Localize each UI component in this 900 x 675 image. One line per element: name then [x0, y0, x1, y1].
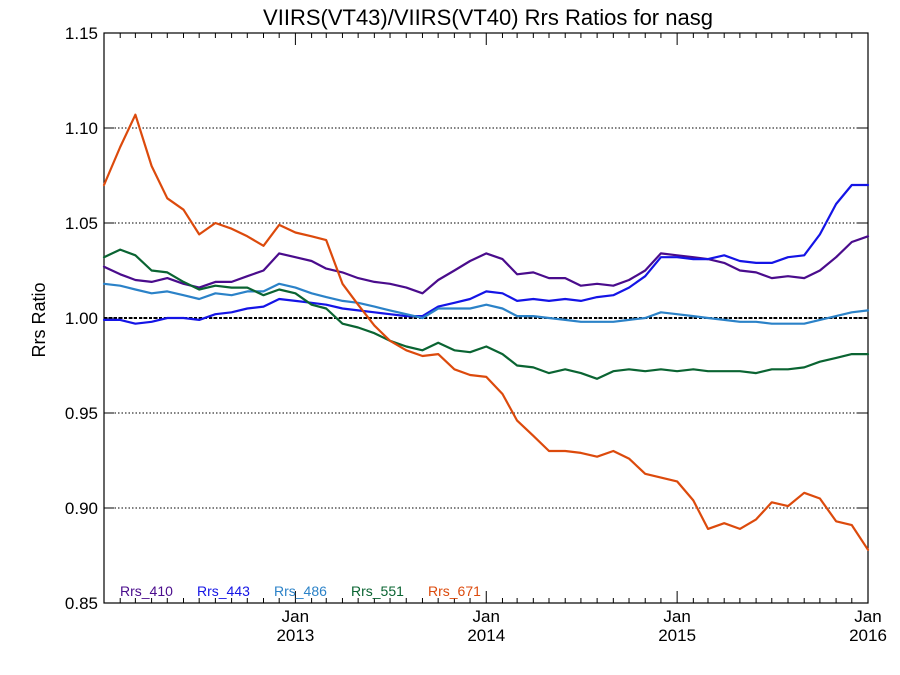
- x-tick-label-year: 2013: [276, 626, 314, 645]
- x-tick-label-month: Jan: [854, 607, 881, 626]
- series-line-rrs_486: [102, 282, 870, 325]
- legend-entry-rrs_486: Rrs_486: [274, 583, 327, 599]
- y-tick-label: 0.95: [65, 404, 98, 423]
- legend-entry-rrs_551: Rrs_551: [351, 583, 404, 599]
- y-tick-label: 1.00: [65, 309, 98, 328]
- y-tick-label: 1.05: [65, 214, 98, 233]
- x-tick-label-year: 2015: [658, 626, 696, 645]
- series-line-rrs_551: [102, 248, 870, 380]
- legend: Rrs_410 Rrs_443 Rrs_486 Rrs_551 Rrs_671: [120, 583, 481, 599]
- y-tick-label: 1.15: [65, 24, 98, 43]
- series-line-rrs_443: [102, 183, 870, 325]
- chart-title: VIIRS(VT43)/VIIRS(VT40) Rrs Ratios for n…: [263, 5, 713, 30]
- y-axis-label: Rrs Ratio: [29, 282, 49, 357]
- legend-entry-rrs_671: Rrs_671: [428, 583, 481, 599]
- x-tick-label-year: 2014: [467, 626, 505, 645]
- x-tick-label-month: Jan: [473, 607, 500, 626]
- legend-entry-rrs_410: Rrs_410: [120, 583, 173, 599]
- series-line-rrs_671: [102, 113, 870, 551]
- series-line-rrs_410: [102, 235, 870, 295]
- x-tick-label-year: 2016: [849, 626, 887, 645]
- legend-entry-rrs_443: Rrs_443: [197, 583, 250, 599]
- y-tick-layer: 0.85 0.90 0.95 1.00 1.05 1.10 1.15: [65, 24, 868, 613]
- y-tick-label: 0.85: [65, 594, 98, 613]
- y-tick-label: 0.90: [65, 499, 98, 518]
- series-layer: [102, 113, 870, 551]
- x-tick-label-month: Jan: [663, 607, 690, 626]
- y-tick-label: 1.10: [65, 119, 98, 138]
- x-tick-label-month: Jan: [282, 607, 309, 626]
